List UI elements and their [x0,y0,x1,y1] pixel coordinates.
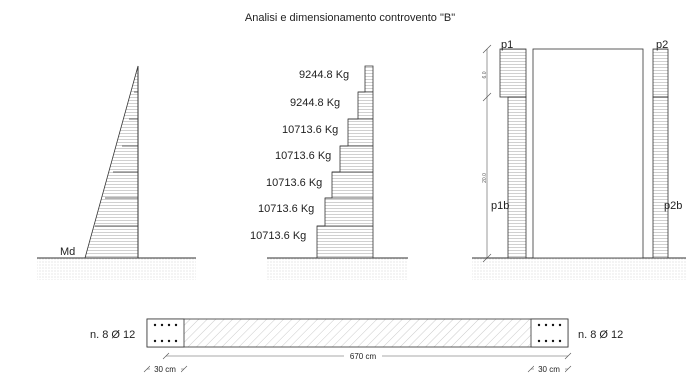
load-label-5: 10713.6 Kg [266,177,322,189]
label-p2b: p2b [664,200,682,212]
load-diagram: 9244.8 Kg 9244.8 Kg 10713.6 Kg 10713.6 K… [250,65,408,280]
dim-label-bg [344,351,382,360]
left-column-head [499,48,527,98]
label-p2: p2 [656,39,668,51]
left-column [507,96,527,259]
load-label-4: 10713.6 Kg [275,150,331,162]
dim-label-bg [534,364,565,373]
load-label-2: 9244.8 Kg [290,97,340,109]
beam-right-end [530,318,569,348]
dim-upper: 6.0 [482,71,488,78]
total-length-label: 670 cm [350,352,377,361]
right-column [652,96,669,259]
moment-diagram: Md [37,65,196,280]
height-dimension [482,44,492,263]
ground-fill [472,258,686,280]
right-column-head [652,48,669,98]
right-rebar-label: n. 8 Ø 12 [578,329,623,341]
moment-steps [95,91,138,227]
moment-label: Md [60,246,75,258]
label-p1: p1 [501,39,513,51]
diagram-title: Analisi e dimensionamento controvento "B… [245,12,455,24]
load-stepped-block [316,65,374,259]
dim-label-bg [150,364,181,373]
bracing-frame: 6.0 20.0 p1 p2 p1b p2b [472,39,686,280]
beam-body [146,318,569,348]
left-rebar-label: n. 8 Ø 12 [90,329,135,341]
ground-fill [37,258,196,280]
load-label-3: 10713.6 Kg [282,124,338,136]
left-end-label: 30 cm [154,365,176,374]
load-label-1: 9244.8 Kg [299,69,349,81]
right-end-label: 30 cm [538,365,560,374]
load-label-6: 10713.6 Kg [258,203,314,215]
left-rebars [153,323,178,343]
moment-triangle [84,65,139,259]
load-step-lines [317,91,373,227]
label-p1b: p1b [491,200,509,212]
dim-lower: 20.0 [482,173,488,183]
load-label-7: 10713.6 Kg [250,230,306,242]
ground-fill [267,258,408,280]
right-rebars [537,323,562,343]
bracing-panel [532,48,644,259]
beam-left-end [146,318,185,348]
beam-section: n. 8 Ø 12 n. 8 Ø 12 670 cm 30 cm 30 cm [90,318,623,374]
